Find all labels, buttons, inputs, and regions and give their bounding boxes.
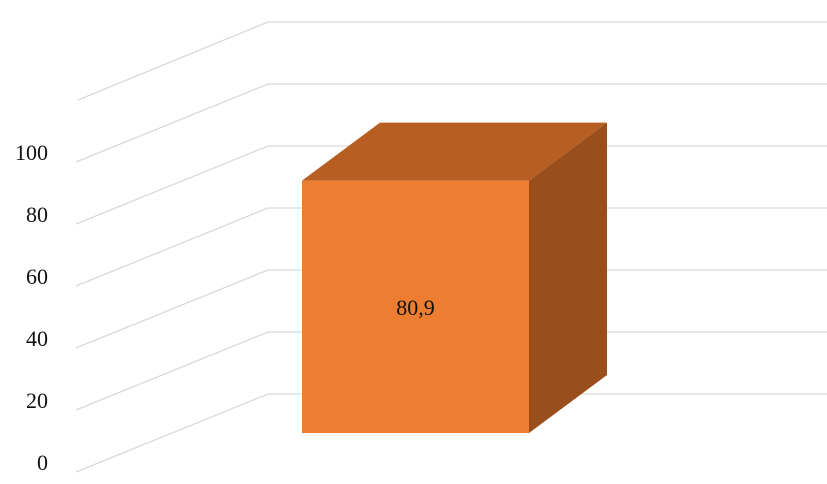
gridline-side-20 xyxy=(75,331,269,411)
y-tick-label: 0 xyxy=(37,450,48,475)
bar-side-face xyxy=(529,122,607,433)
y-axis: 0 20 40 60 80 100 xyxy=(15,140,48,475)
gridline-side-60 xyxy=(75,207,269,287)
gridline-side-80 xyxy=(75,145,269,225)
y-tick-label: 100 xyxy=(15,140,48,165)
y-tick-label: 80 xyxy=(26,202,48,227)
gridline-side-40 xyxy=(75,269,269,349)
bar-data-label: 80,9 xyxy=(396,295,435,320)
gridline-side-0 xyxy=(75,393,269,473)
gridline-side-100 xyxy=(75,83,269,163)
bar-front-face xyxy=(302,180,529,433)
y-tick-label: 20 xyxy=(26,388,48,413)
bars: 80,9 xyxy=(302,122,607,433)
bar-top-face xyxy=(302,122,607,181)
y-tick-label: 40 xyxy=(26,326,48,351)
gridline-side-top xyxy=(77,21,269,101)
y-tick-label: 60 xyxy=(26,264,48,289)
